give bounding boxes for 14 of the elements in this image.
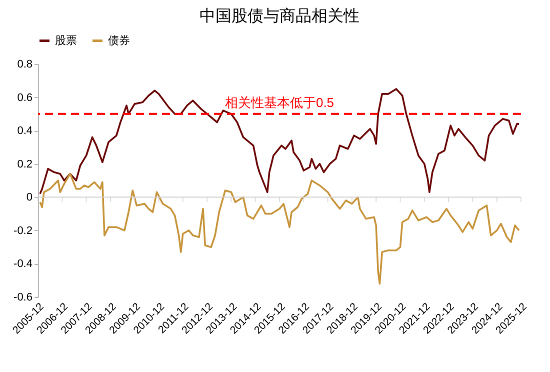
y-tick-label: 0.6 — [17, 92, 32, 104]
line-series — [39, 88, 520, 195]
y-tick-label: 0 — [26, 192, 32, 204]
y-tick-label: -0.2 — [14, 224, 32, 237]
legend-label: 债券 — [108, 34, 130, 47]
line-series — [39, 172, 520, 285]
chart-title: 中国股债与商品相关性 — [200, 7, 360, 25]
legend-label: 股票 — [55, 34, 77, 47]
y-tick-label: 0.2 — [17, 158, 32, 170]
ref-line-label: 相关性基本低于0.5 — [224, 94, 334, 110]
y-tick-label: 0.4 — [17, 125, 32, 138]
y-tick-label: -0.4 — [14, 258, 32, 270]
y-tick-label: -0.6 — [14, 292, 32, 304]
y-tick-label: 0.8 — [17, 58, 32, 70]
